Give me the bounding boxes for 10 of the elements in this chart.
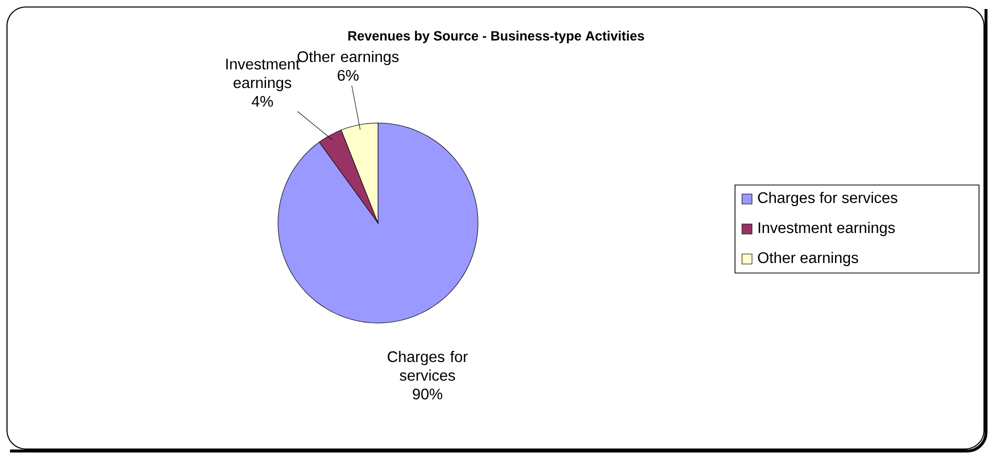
data-label: 6% <box>338 70 359 81</box>
legend-label: Other earnings <box>758 252 858 266</box>
legend-label: Charges for services <box>758 192 898 206</box>
data-label: 90% <box>412 388 442 400</box>
chart-title: Revenues by Source - Business-type Activities <box>348 30 644 44</box>
slice-label: Investment earnings <box>226 58 300 92</box>
slice-label: Charges for services <box>388 350 468 381</box>
data-label: 4% <box>252 96 273 107</box>
slice-label: Other earnings <box>298 50 399 66</box>
legend-label: Investment earnings <box>758 222 895 236</box>
